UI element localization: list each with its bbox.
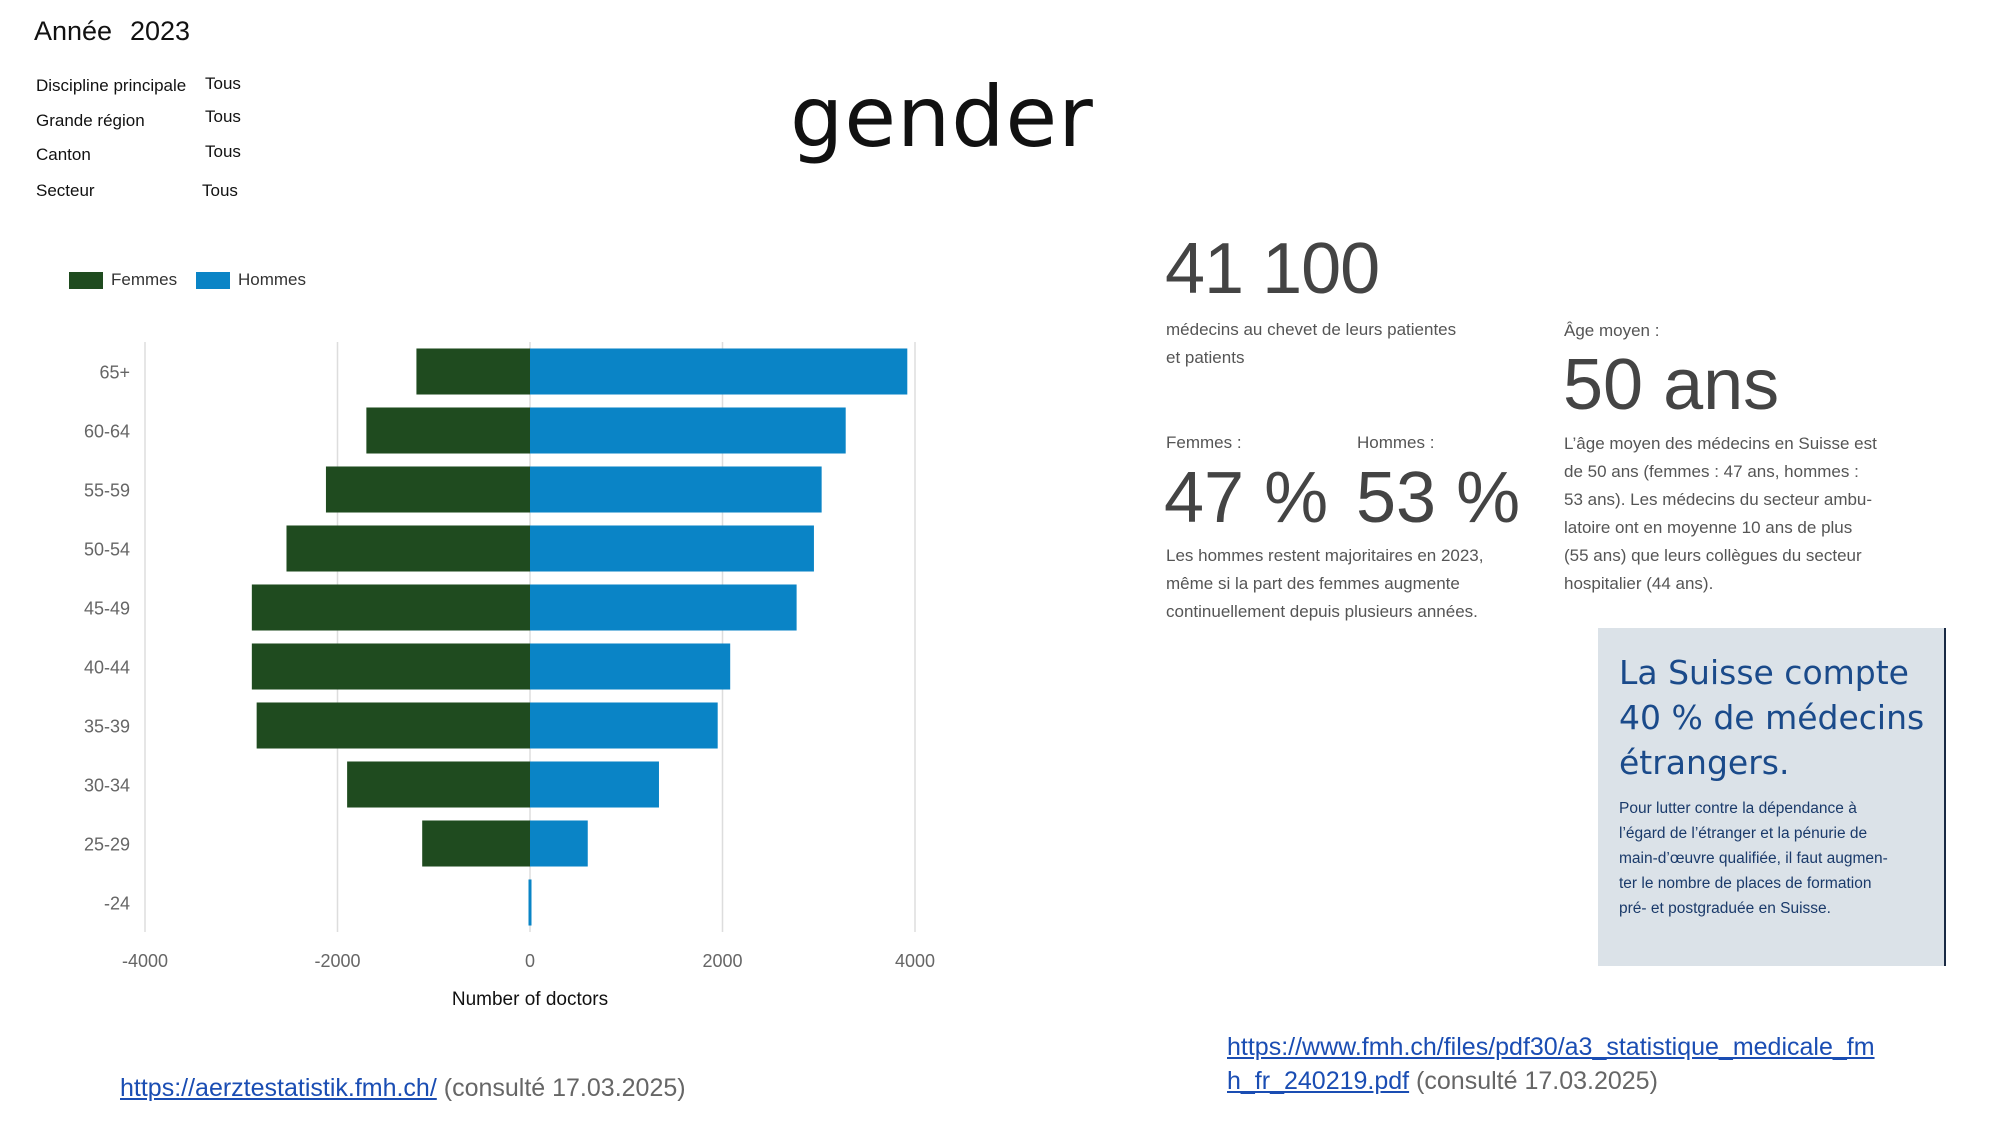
gender-desc-line2: même si la part des femmes augmente	[1166, 574, 1460, 593]
y-tick-label-4: 45-49	[84, 599, 130, 619]
filter-label-region: Grande région	[36, 111, 145, 130]
gender-desc-line1: Les hommes restent majoritaires en 2023,	[1166, 546, 1484, 565]
callout-text-line4: ter le nombre de places de formation	[1619, 875, 1872, 892]
callout-title-line2: 40 % de médecins	[1619, 698, 1925, 737]
population-pyramid-chart: -4000 -2000 0 2000 4000 65+ 60-64 55-59 50-54 45-…	[84, 342, 935, 1011]
gender-desc-line3: continuellement depuis plusieurs années.	[1166, 602, 1478, 621]
legend-swatch-femmes	[69, 272, 103, 289]
legend-label-femmes: Femmes	[111, 270, 178, 289]
callout-text-line1: Pour lutter contre la dépendance à	[1619, 800, 1857, 817]
source-aerztestatistik: https://aerztestatistik.fmh.ch/ (consult…	[120, 1074, 686, 1103]
y-tick-label-7: 30-34	[84, 776, 130, 796]
bar-hommes-60-64	[530, 407, 846, 454]
age-desc-line4: latoire ont en moyenne 10 ans de plus	[1564, 518, 1853, 537]
y-tick-label-9: -24	[104, 894, 130, 914]
callout-text-line2: l’égard de l’étranger et la pénurie de	[1619, 825, 1868, 842]
chart-labels: -4000 -2000 0 2000 4000 65+ 60-64 55-59 50-54 45-…	[84, 363, 935, 1011]
bar-hommes-65+	[530, 348, 908, 395]
y-tick-label-5: 40-44	[84, 658, 130, 678]
age-desc-line6: hospitalier (44 ans).	[1564, 574, 1714, 593]
year-label: Année	[34, 16, 113, 46]
total-doctors-number: 41 100	[1165, 229, 1380, 309]
bar-femmes-55-59	[325, 466, 530, 513]
year-value[interactable]: 2023	[130, 16, 191, 46]
bar-hommes-25-29	[530, 820, 588, 867]
age-desc-line5: (55 ans) que leurs collègues du secteur	[1564, 546, 1862, 565]
source-consulted-1: (consulté 17.03.2025)	[436, 1074, 686, 1102]
bar-femmes-40-44	[251, 643, 530, 690]
bar-hommes-30-34	[530, 761, 659, 808]
bar-femmes-65+	[416, 348, 530, 395]
femmes-percentage: 47 %	[1164, 458, 1329, 538]
x-tick-label-0: -4000	[122, 951, 168, 971]
bar-hommes-40-44	[530, 643, 731, 690]
filter-value-secteur[interactable]: Tous	[202, 181, 238, 200]
chart-bars	[251, 348, 908, 926]
filter-value-discipline[interactable]: Tous	[205, 74, 241, 93]
source-link-fmh-pdf-line1[interactable]: https://www.fmh.ch/files/pdf30/a3_statis…	[1227, 1033, 1875, 1061]
age-desc-line1: L’âge moyen des médecins en Suisse est	[1564, 434, 1877, 453]
source-link-aerztestatistik[interactable]: https://aerztestatistik.fmh.ch/	[120, 1074, 437, 1102]
bar-femmes-45-49	[251, 584, 530, 631]
filter-value-region[interactable]: Tous	[205, 107, 241, 126]
y-tick-label-2: 55-59	[84, 481, 130, 501]
x-axis-title: Number of doctors	[452, 989, 608, 1010]
source-fmh-pdf: https://www.fmh.ch/files/pdf30/a3_statis…	[1227, 1030, 1987, 1098]
y-tick-label-0: 65+	[99, 363, 130, 383]
callout-text: Pour lutter contre la dépendance à l’éga…	[1619, 796, 1939, 921]
callout-title-line1: La Suisse compte	[1619, 653, 1909, 692]
bar-hommes-35-39	[530, 702, 718, 749]
x-tick-label-4: 4000	[895, 951, 935, 971]
source-link-fmh-pdf-line2[interactable]: h_fr_240219.pdf	[1227, 1067, 1410, 1095]
filter-label-secteur: Secteur	[36, 181, 95, 200]
bar-hommes-55-59	[530, 466, 822, 513]
y-tick-label-1: 60-64	[84, 422, 130, 442]
foreign-doctors-callout	[1598, 628, 1946, 966]
total-desc-line2: et patients	[1166, 348, 1245, 367]
age-value: 50 ans	[1563, 345, 1780, 425]
y-tick-label-6: 35-39	[84, 717, 130, 737]
age-label: Âge moyen :	[1564, 321, 1660, 340]
femmes-label: Femmes :	[1166, 433, 1242, 452]
bar-hommes--24	[528, 879, 532, 926]
hommes-label: Hommes :	[1357, 433, 1435, 452]
page-title: gender	[790, 68, 1094, 166]
bar-femmes-25-29	[422, 820, 530, 867]
bar-femmes-60-64	[366, 407, 530, 454]
legend-label-hommes: Hommes	[238, 270, 307, 289]
total-desc-line1: médecins au chevet de leurs patientes	[1166, 320, 1457, 339]
source-consulted-2: (consulté 17.03.2025)	[1409, 1067, 1658, 1095]
filter-label-canton: Canton	[36, 145, 91, 164]
callout-title: La Suisse compte 40 % de médecins étrang…	[1619, 650, 1939, 785]
age-desc-line2: de 50 ans (femmes : 47 ans, hommes :	[1564, 462, 1859, 481]
bar-hommes-50-54	[530, 525, 814, 572]
x-tick-label-2: 0	[525, 951, 535, 971]
callout-title-line3: étrangers.	[1619, 743, 1790, 782]
bar-femmes-50-54	[286, 525, 530, 572]
filter-label-discipline: Discipline principale	[36, 76, 187, 95]
legend-swatch-hommes	[196, 272, 230, 289]
y-tick-label-8: 25-29	[84, 835, 130, 855]
x-tick-label-1: -2000	[314, 951, 360, 971]
y-tick-label-3: 50-54	[84, 540, 130, 560]
bar-hommes-45-49	[530, 584, 797, 631]
callout-text-line3: main-d’œuvre qualifiée, il faut augmen-	[1619, 850, 1888, 867]
hommes-percentage: 53 %	[1356, 458, 1521, 538]
bar-femmes-35-39	[256, 702, 530, 749]
callout-text-line5: pré- et postgraduée en Suisse.	[1619, 900, 1831, 917]
bar-femmes-30-34	[347, 761, 530, 808]
filter-value-canton[interactable]: Tous	[205, 142, 241, 161]
age-desc-line3: 53 ans). Les médecins du secteur ambu-	[1564, 490, 1873, 509]
x-tick-label-3: 2000	[702, 951, 742, 971]
